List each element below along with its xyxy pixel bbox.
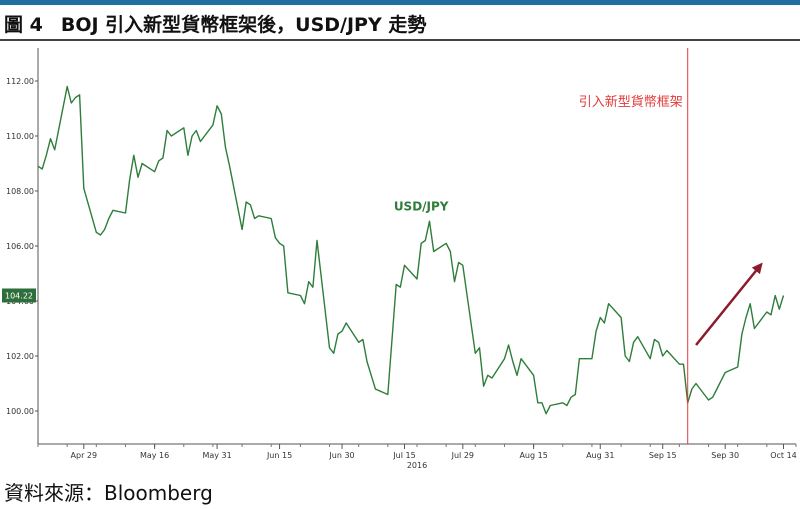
x-axis: Apr 29 May 16 May 31 Jun 15 Jun 30 Jul 15 Jul … [37,443,797,470]
x-tick-label: May 16 [140,451,169,460]
x-tick-label: Jun 30 [328,451,354,460]
x-tick-label: Oct 14 [770,451,797,460]
x-tick-label: Jul 15 [392,451,415,460]
usdjpy-series-line [37,85,785,415]
x-tick-label: Aug 15 [519,451,547,460]
chart-marks: USD/JPY 104.22 [2,85,785,415]
x-year-label: 2016 [407,461,427,470]
source-note: 資料來源：Bloomberg [4,481,213,505]
trend-arrow-shaft [695,268,758,346]
x-tick-label: Apr 29 [71,451,98,460]
x-tick-label: Sep 30 [711,451,739,460]
last-value-tag-label: 104.22 [5,292,33,301]
x-tick-label: Jul 29 [451,451,474,460]
last-value-tag [2,288,36,303]
figure-label: 圖 4 [4,14,43,36]
top-accent-rule [0,0,800,5]
trend-arrow-head [751,262,763,275]
title-rule [0,39,800,41]
x-tick-label: Aug 31 [586,451,614,460]
y-tick-label: 100.00 [6,407,34,416]
figure-title-text: BOJ 引入新型貨幣框架後，USD/JPY 走勢 [60,14,427,36]
y-tick-label: 112.00 [6,77,34,86]
event-label: 引入新型貨幣框架 [579,94,683,110]
y-tick-label: 108.00 [6,187,34,196]
y-axis: 100.00102.00104.00106.00108.00110.00112.… [6,48,39,444]
y-tick-label: 110.00 [6,132,34,141]
usdjpy-chart: 100.00102.00104.00106.00108.00110.00112.… [2,48,797,470]
y-tick-label: 106.00 [6,242,34,251]
series-label: USD/JPY [394,199,449,213]
y-tick-label: 102.00 [6,352,34,361]
x-tick-label: Jun 15 [266,451,292,460]
x-tick-label: May 31 [202,451,231,460]
chart-annotations: 引入新型貨幣框架 [579,48,763,444]
x-tick-label: Sep 15 [649,451,677,460]
figure-title: 圖 4 BOJ 引入新型貨幣框架後，USD/JPY 走勢 [4,10,426,37]
